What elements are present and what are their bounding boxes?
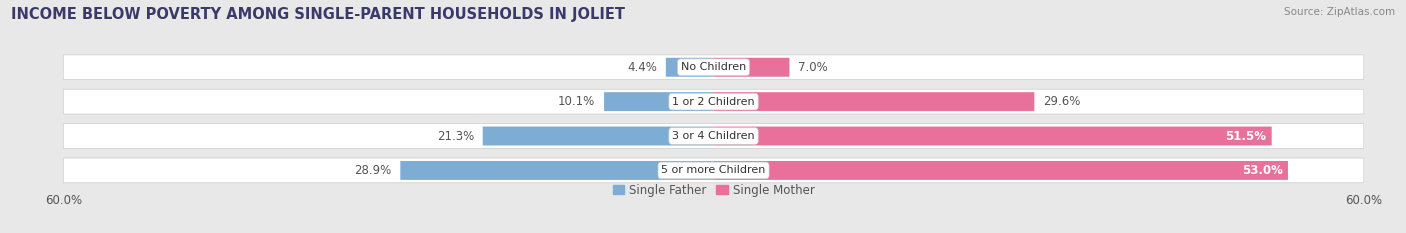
Text: 21.3%: 21.3% (437, 130, 474, 143)
FancyBboxPatch shape (666, 58, 713, 77)
FancyBboxPatch shape (713, 92, 1035, 111)
Text: Source: ZipAtlas.com: Source: ZipAtlas.com (1284, 7, 1395, 17)
Text: 3 or 4 Children: 3 or 4 Children (672, 131, 755, 141)
FancyBboxPatch shape (713, 127, 1271, 145)
Text: No Children: No Children (681, 62, 747, 72)
FancyBboxPatch shape (63, 55, 1364, 80)
Text: 1 or 2 Children: 1 or 2 Children (672, 97, 755, 107)
Text: 10.1%: 10.1% (558, 95, 595, 108)
Text: 5 or more Children: 5 or more Children (661, 165, 766, 175)
Text: 7.0%: 7.0% (799, 61, 828, 74)
Text: 28.9%: 28.9% (354, 164, 392, 177)
FancyBboxPatch shape (713, 161, 1288, 180)
FancyBboxPatch shape (482, 127, 713, 145)
FancyBboxPatch shape (63, 124, 1364, 148)
Text: 51.5%: 51.5% (1225, 130, 1267, 143)
FancyBboxPatch shape (713, 58, 789, 77)
Text: 53.0%: 53.0% (1241, 164, 1282, 177)
Text: 4.4%: 4.4% (627, 61, 657, 74)
Text: INCOME BELOW POVERTY AMONG SINGLE-PARENT HOUSEHOLDS IN JOLIET: INCOME BELOW POVERTY AMONG SINGLE-PARENT… (11, 7, 626, 22)
Text: 29.6%: 29.6% (1043, 95, 1080, 108)
FancyBboxPatch shape (401, 161, 713, 180)
Legend: Single Father, Single Mother: Single Father, Single Mother (613, 184, 814, 197)
FancyBboxPatch shape (63, 158, 1364, 183)
FancyBboxPatch shape (63, 89, 1364, 114)
FancyBboxPatch shape (605, 92, 713, 111)
